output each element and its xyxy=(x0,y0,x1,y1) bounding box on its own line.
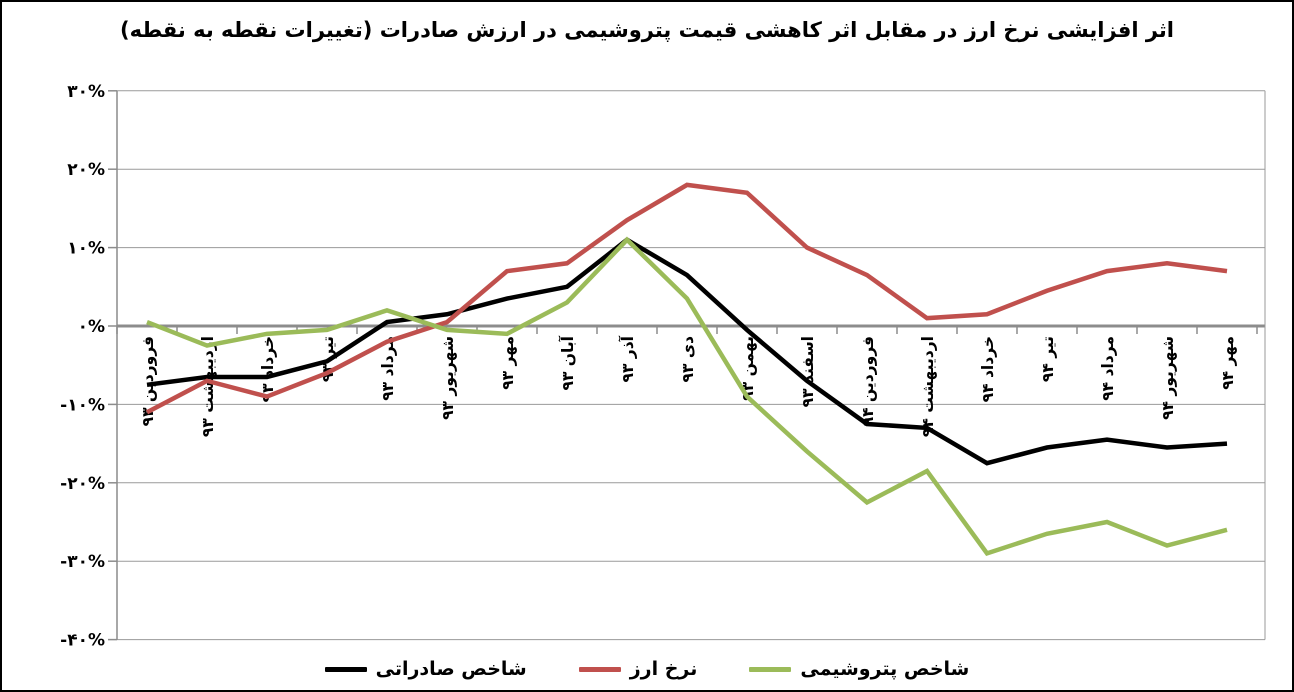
svg-text:خرداد ۹۴: خرداد ۹۴ xyxy=(979,336,997,402)
series-line-petrochemical-index xyxy=(146,236,1228,557)
svg-text:دی ۹۳: دی ۹۳ xyxy=(679,336,697,383)
svg-text:۲۰%: ۲۰% xyxy=(67,160,105,180)
legend-item-export-index: شاخص صادراتی xyxy=(324,658,527,680)
exchange-rate-line-swatch xyxy=(578,666,621,672)
svg-text:خرداد ۹۳: خرداد ۹۳ xyxy=(259,336,277,402)
svg-text:-۲۰%: -۲۰% xyxy=(60,474,105,494)
legend-item-exchange-rate: نرخ ارز xyxy=(578,658,698,680)
series-line-export-index xyxy=(146,237,1228,466)
svg-text:آذر ۹۳: آذر ۹۳ xyxy=(618,335,637,382)
svg-text:۰%: ۰% xyxy=(78,317,105,337)
legend: شاخص صادراتی نرخ ارز شاخص پتروشیمی xyxy=(2,658,1292,680)
svg-text:۱۰%: ۱۰% xyxy=(67,239,105,259)
legend-label: شاخص صادراتی xyxy=(375,658,527,680)
svg-text:اردیبهشت ۹۴: اردیبهشت ۹۴ xyxy=(919,336,937,437)
svg-text:مهر ۹۳: مهر ۹۳ xyxy=(499,336,517,390)
export-index-line-swatch xyxy=(324,666,367,672)
petrochemical-index-line-swatch xyxy=(749,666,792,672)
svg-text:اردیبهشت ۹۳: اردیبهشت ۹۳ xyxy=(199,336,217,437)
y-axis-labels: ۳۰% ۲۰% ۱۰% ۰% -۱۰% -۲۰% -۳۰% -۴۰% xyxy=(60,82,105,651)
legend-item-petrochemical-index: شاخص پتروشیمی xyxy=(749,658,969,680)
legend-label: شاخص پتروشیمی xyxy=(800,658,970,680)
svg-text:-۴۰%: -۴۰% xyxy=(60,631,105,651)
svg-text:-۱۰%: -۱۰% xyxy=(60,395,105,415)
series-lines xyxy=(145,182,1228,557)
svg-text:اسفند ۹۳: اسفند ۹۳ xyxy=(799,336,817,407)
axes xyxy=(116,90,1266,640)
svg-text:شهریور ۹۳: شهریور ۹۳ xyxy=(439,336,457,420)
chart-title: اثر افزایشی نرخ ارز در مقابل اثر کاهشی ق… xyxy=(120,18,1174,42)
svg-text:شهریور ۹۴: شهریور ۹۴ xyxy=(1159,336,1177,420)
svg-text:۳۰%: ۳۰% xyxy=(67,82,105,102)
svg-text:مهر ۹۴: مهر ۹۴ xyxy=(1219,336,1237,390)
svg-text:فروردین ۹۴: فروردین ۹۴ xyxy=(859,336,877,426)
series-line-exchange-rate xyxy=(145,182,1228,415)
svg-text:بهمن ۹۳: بهمن ۹۳ xyxy=(739,336,757,401)
gridlines xyxy=(117,90,1265,641)
svg-text:تیر ۹۴: تیر ۹۴ xyxy=(1039,336,1057,382)
legend-label: نرخ ارز xyxy=(629,658,698,680)
svg-text:مرداد ۹۳: مرداد ۹۳ xyxy=(379,336,397,401)
svg-text:آبان ۹۳: آبان ۹۳ xyxy=(558,335,577,390)
svg-text:مرداد ۹۴: مرداد ۹۴ xyxy=(1099,336,1117,401)
svg-text:-۳۰%: -۳۰% xyxy=(60,552,105,572)
svg-text:فروردین ۹۳: فروردین ۹۳ xyxy=(139,336,157,426)
